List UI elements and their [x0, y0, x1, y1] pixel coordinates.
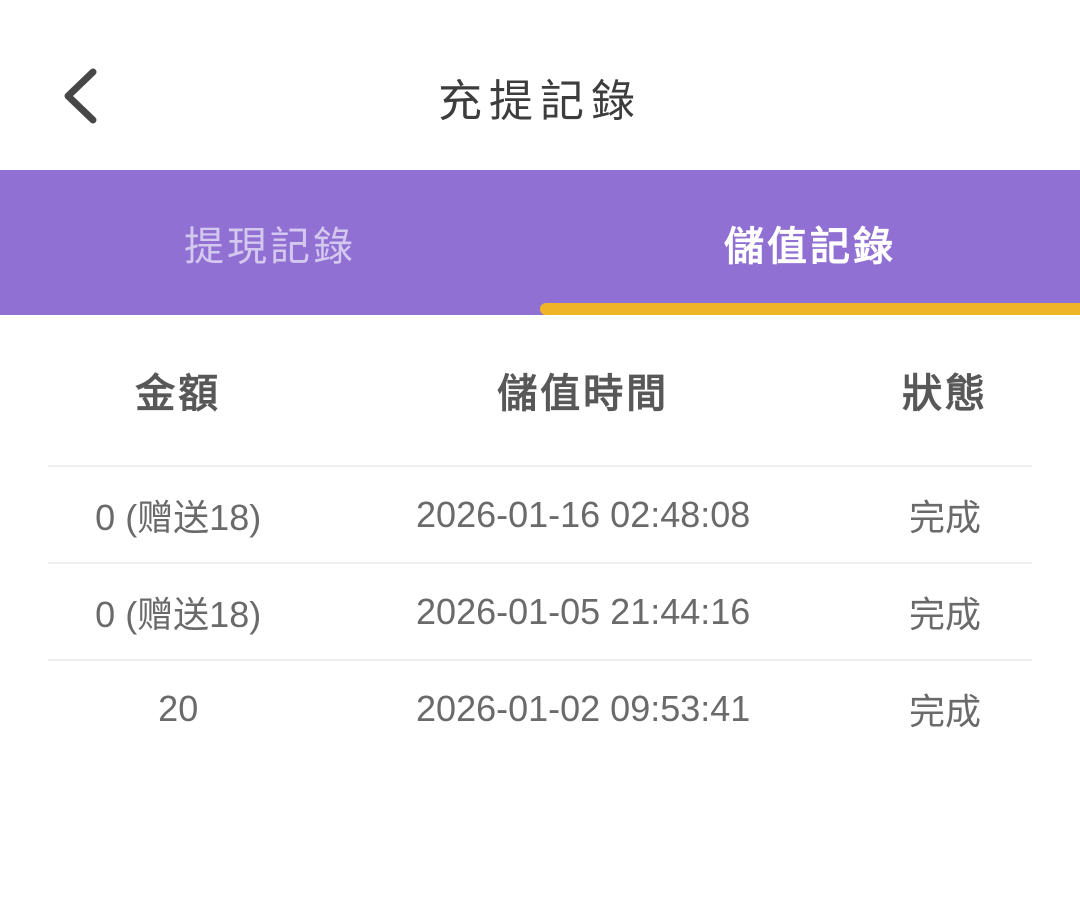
- cell-time: 2026-01-02 09:53:41: [416, 687, 751, 729]
- column-header-amount: 金額: [135, 372, 222, 416]
- cell-amount: 20: [158, 687, 199, 729]
- column-header-status: 狀態: [901, 372, 988, 416]
- table-row: 0 (赠送18) 2026-01-16 02:48:08 完成: [0, 467, 1080, 562]
- cell-amount: 0 (赠送18): [95, 496, 262, 538]
- active-tab-indicator: [540, 303, 1080, 315]
- cell-time: 2026-01-05 21:44:16: [416, 590, 751, 632]
- row-divider: [48, 659, 1032, 661]
- tab-label: 提現記錄: [184, 224, 356, 269]
- back-button[interactable]: [56, 64, 104, 128]
- chevron-left-icon: [61, 67, 99, 125]
- tab-deposit-records[interactable]: 儲值記錄: [540, 170, 1080, 315]
- table-row: 0 (赠送18) 2026-01-05 21:44:16 完成: [0, 564, 1080, 659]
- row-divider: [48, 465, 1032, 467]
- page-title: 充提記錄: [438, 77, 642, 126]
- cell-status: 完成: [908, 690, 981, 732]
- tab-label: 儲值記錄: [724, 224, 896, 269]
- cell-amount: 0 (赠送18): [95, 593, 262, 635]
- cell-time: 2026-01-16 02:48:08: [416, 493, 751, 535]
- tab-bar: 提現記錄 儲值記錄: [0, 170, 1080, 315]
- column-header-time: 儲值時間: [497, 372, 670, 416]
- table-row: 20 2026-01-02 09:53:41 完成: [0, 661, 1080, 756]
- records-table: 金額 儲值時間 狀態 0 (赠送18) 2026-01-16 02:48:08 …: [0, 315, 1080, 756]
- tab-withdraw-records[interactable]: 提現記錄: [0, 170, 540, 315]
- row-divider: [48, 562, 1032, 564]
- cell-status: 完成: [908, 593, 981, 635]
- cell-status: 完成: [908, 496, 981, 538]
- table-header-row: 金額 儲值時間 狀態: [0, 315, 1080, 465]
- app-header: 充提記錄: [0, 0, 1080, 170]
